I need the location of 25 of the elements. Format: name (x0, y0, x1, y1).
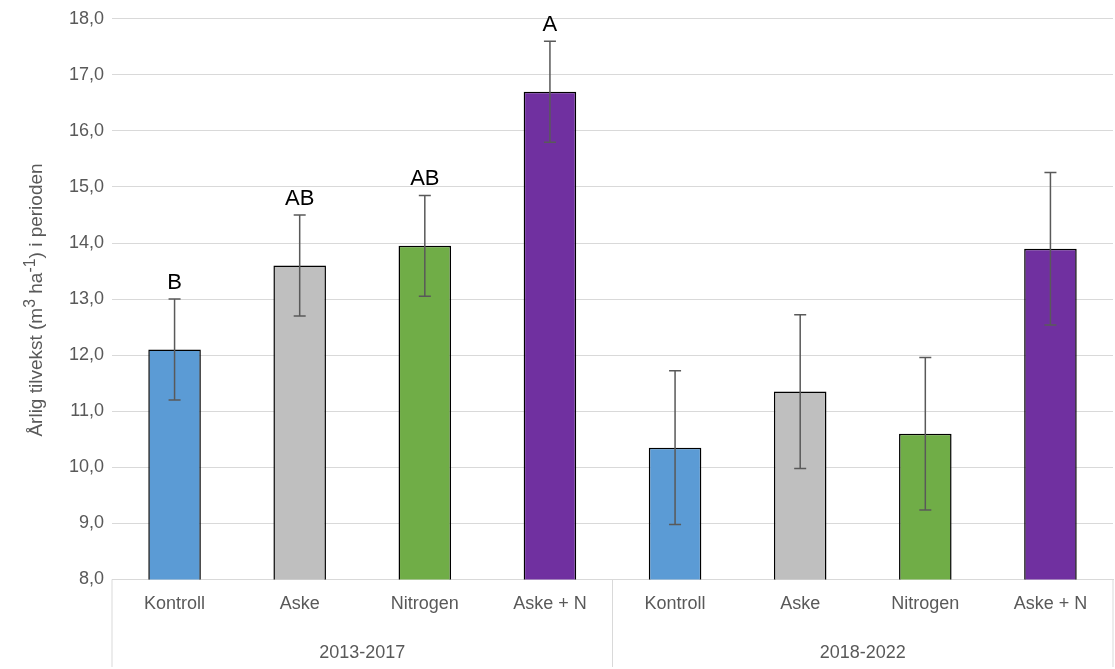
y-tick-label: 18,0 (68, 7, 104, 28)
x-tick-label: Aske + N (1013, 593, 1088, 614)
x-tick-label: Kontroll (644, 593, 706, 614)
y-tick-label: 16,0 (68, 119, 104, 140)
data-label: A (542, 11, 558, 37)
y-tick-label: 14,0 (68, 232, 104, 253)
text: 2018-2022 (819, 641, 906, 662)
data-label: AB (285, 185, 315, 211)
y-tick-label: 15,0 (68, 175, 104, 196)
y-tick-label: 9,0 (78, 512, 104, 533)
y-tick-label: 17,0 (68, 63, 104, 84)
x-tick-label: Nitrogen (891, 593, 960, 614)
y-tick-label: 11,0 (70, 400, 104, 421)
y-tick-label: 10,0 (68, 456, 104, 477)
y-tick-label: 8,0 (78, 568, 104, 589)
y-tick-label: 12,0 (68, 344, 104, 365)
data-label: B (167, 269, 182, 295)
x-tick-label: Kontroll (144, 593, 206, 614)
x-tick-label: Aske + N (513, 593, 587, 614)
x-tick-label: Aske (780, 593, 821, 614)
x-tick-label: Aske (279, 593, 320, 614)
data-label: AB (410, 165, 440, 191)
x-tick-label: Nitrogen (390, 593, 459, 614)
y-tick-label: 13,0 (68, 288, 104, 309)
text: 2013-2017 (319, 641, 406, 662)
